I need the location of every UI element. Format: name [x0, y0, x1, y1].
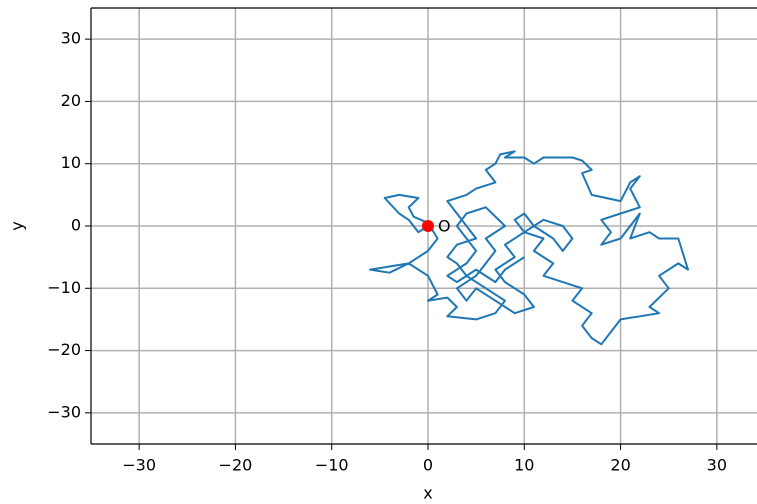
- origin-marker: [422, 220, 434, 232]
- walk-line: [369, 150, 689, 346]
- x-tick-label: 10: [514, 456, 534, 475]
- y-tick-label: 20: [61, 91, 81, 110]
- x-axis-label: x: [423, 484, 432, 503]
- y-tick-label: −30: [47, 402, 81, 421]
- origin-label: O: [438, 217, 451, 236]
- y-tick-label: −10: [47, 278, 81, 297]
- x-tick-label: 20: [610, 456, 630, 475]
- x-tick-label: 30: [707, 456, 727, 475]
- x-tick-label: −20: [219, 456, 253, 475]
- x-tick-label: −10: [315, 456, 349, 475]
- y-tick-label: −20: [47, 340, 81, 359]
- x-tick-label: 0: [423, 456, 433, 475]
- y-tick-label: 10: [61, 153, 81, 172]
- x-tick-label: −30: [122, 456, 156, 475]
- y-tick-label: 0: [71, 216, 81, 235]
- y-tick-label: 30: [61, 29, 81, 48]
- y-axis-label: y: [8, 221, 27, 230]
